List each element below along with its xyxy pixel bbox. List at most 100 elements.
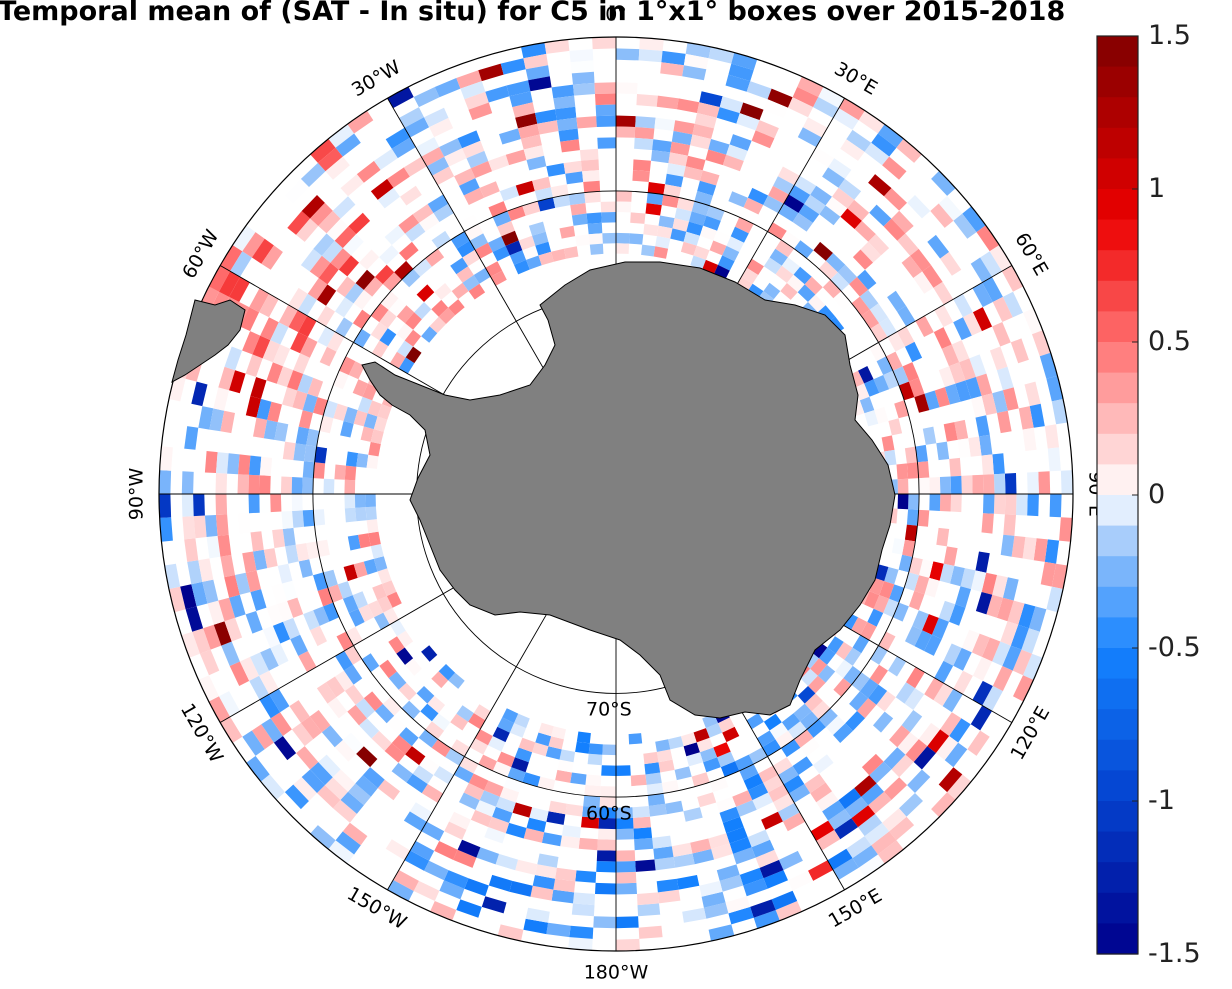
data-cell: [515, 859, 538, 875]
meridian-label: 150°E: [825, 884, 886, 932]
data-cell: [575, 741, 590, 754]
data-cell: [794, 240, 814, 259]
data-cell: [514, 259, 530, 275]
data-cell: [581, 816, 599, 829]
data-cell: [833, 291, 852, 310]
data-cell: [743, 197, 764, 215]
data-cell: [599, 807, 616, 819]
data-cell: [828, 809, 852, 830]
data-cell: [905, 341, 923, 363]
data-cell: [260, 774, 285, 800]
data-cell: [944, 383, 961, 405]
data-cell: [1040, 561, 1057, 587]
data-cell: [902, 362, 919, 382]
data-cell: [342, 822, 368, 846]
data-cell: [858, 813, 883, 837]
data-cell: [522, 201, 541, 216]
data-cell: [224, 575, 240, 598]
data-cell: [266, 362, 283, 384]
data-cell: [307, 278, 328, 300]
data-cell: [808, 860, 834, 881]
data-cell: [914, 393, 930, 413]
data-cell: [735, 217, 754, 234]
data-cell: [424, 107, 449, 128]
data-cell: [949, 457, 962, 477]
data-cell: [263, 419, 278, 440]
data-cell: [658, 215, 675, 229]
data-cell: [573, 892, 595, 906]
data-cell: [252, 335, 271, 359]
data-cell: [931, 617, 949, 640]
data-cell: [992, 575, 1008, 598]
data-cell: [431, 299, 449, 317]
data-cell: [379, 245, 399, 265]
data-cell: [198, 558, 214, 582]
data-cell: [245, 570, 261, 592]
latitude-label: 70°S: [586, 699, 632, 721]
data-cell: [317, 326, 336, 347]
data-cell: [551, 248, 566, 262]
data-cell: [972, 282, 993, 308]
data-cell: [906, 666, 925, 689]
data-cell: [716, 864, 740, 881]
meridian-label: 30°E: [830, 58, 881, 100]
data-cell: [251, 238, 274, 264]
data-cell: [982, 686, 1003, 712]
data-cell: [915, 444, 928, 463]
data-cell: [256, 398, 272, 420]
data-cell: [746, 81, 772, 100]
data-cell: [599, 796, 616, 808]
data-cell: [202, 579, 219, 604]
data-cell: [439, 880, 465, 900]
data-cell: [699, 91, 723, 108]
data-cell: [939, 476, 952, 494]
data-cell: [838, 98, 865, 121]
data-cell: [800, 737, 821, 757]
data-cell: [810, 185, 832, 206]
data-cell: [908, 557, 923, 576]
data-cell: [358, 533, 371, 549]
data-cell: [328, 840, 355, 864]
data-cell: [290, 634, 308, 656]
data-cell: [327, 331, 345, 352]
data-cell: [616, 828, 635, 840]
data-cell: [488, 736, 506, 752]
data-cell: [213, 621, 232, 646]
data-cell: [725, 896, 751, 914]
colorbar-tick-label: 1: [1148, 173, 1166, 204]
data-cell: [218, 366, 236, 391]
data-cell: [671, 131, 693, 146]
data-cell: [902, 539, 916, 557]
data-cell: [632, 806, 650, 818]
data-cell: [971, 633, 990, 657]
data-cell: [391, 735, 412, 755]
colorbar-level: [1097, 189, 1138, 221]
data-cell: [804, 773, 826, 794]
data-cell: [404, 117, 430, 138]
data-cell: [647, 793, 666, 806]
data-cell: [983, 494, 995, 514]
data-cell: [851, 296, 870, 316]
data-cell: [271, 583, 288, 605]
data-cell: [464, 91, 489, 110]
data-cell: [532, 742, 549, 757]
data-cell: [267, 401, 282, 423]
data-cell: [419, 756, 440, 775]
data-cell: [272, 529, 286, 549]
data-cell: [660, 62, 684, 77]
data-cell: [857, 698, 877, 719]
data-cell: [889, 816, 915, 841]
data-cell: [379, 309, 397, 329]
data-cell: [1059, 517, 1073, 542]
data-cell: [1011, 535, 1026, 559]
data-cell: [953, 670, 973, 695]
data-cell: [184, 426, 199, 450]
data-cell: [379, 659, 397, 679]
data-cell: [838, 178, 862, 200]
data-cell: [775, 901, 802, 921]
data-cell: [347, 110, 374, 134]
data-cell: [858, 366, 874, 384]
data-cell: [385, 127, 411, 149]
data-cell: [323, 400, 338, 419]
data-cell: [849, 691, 869, 711]
